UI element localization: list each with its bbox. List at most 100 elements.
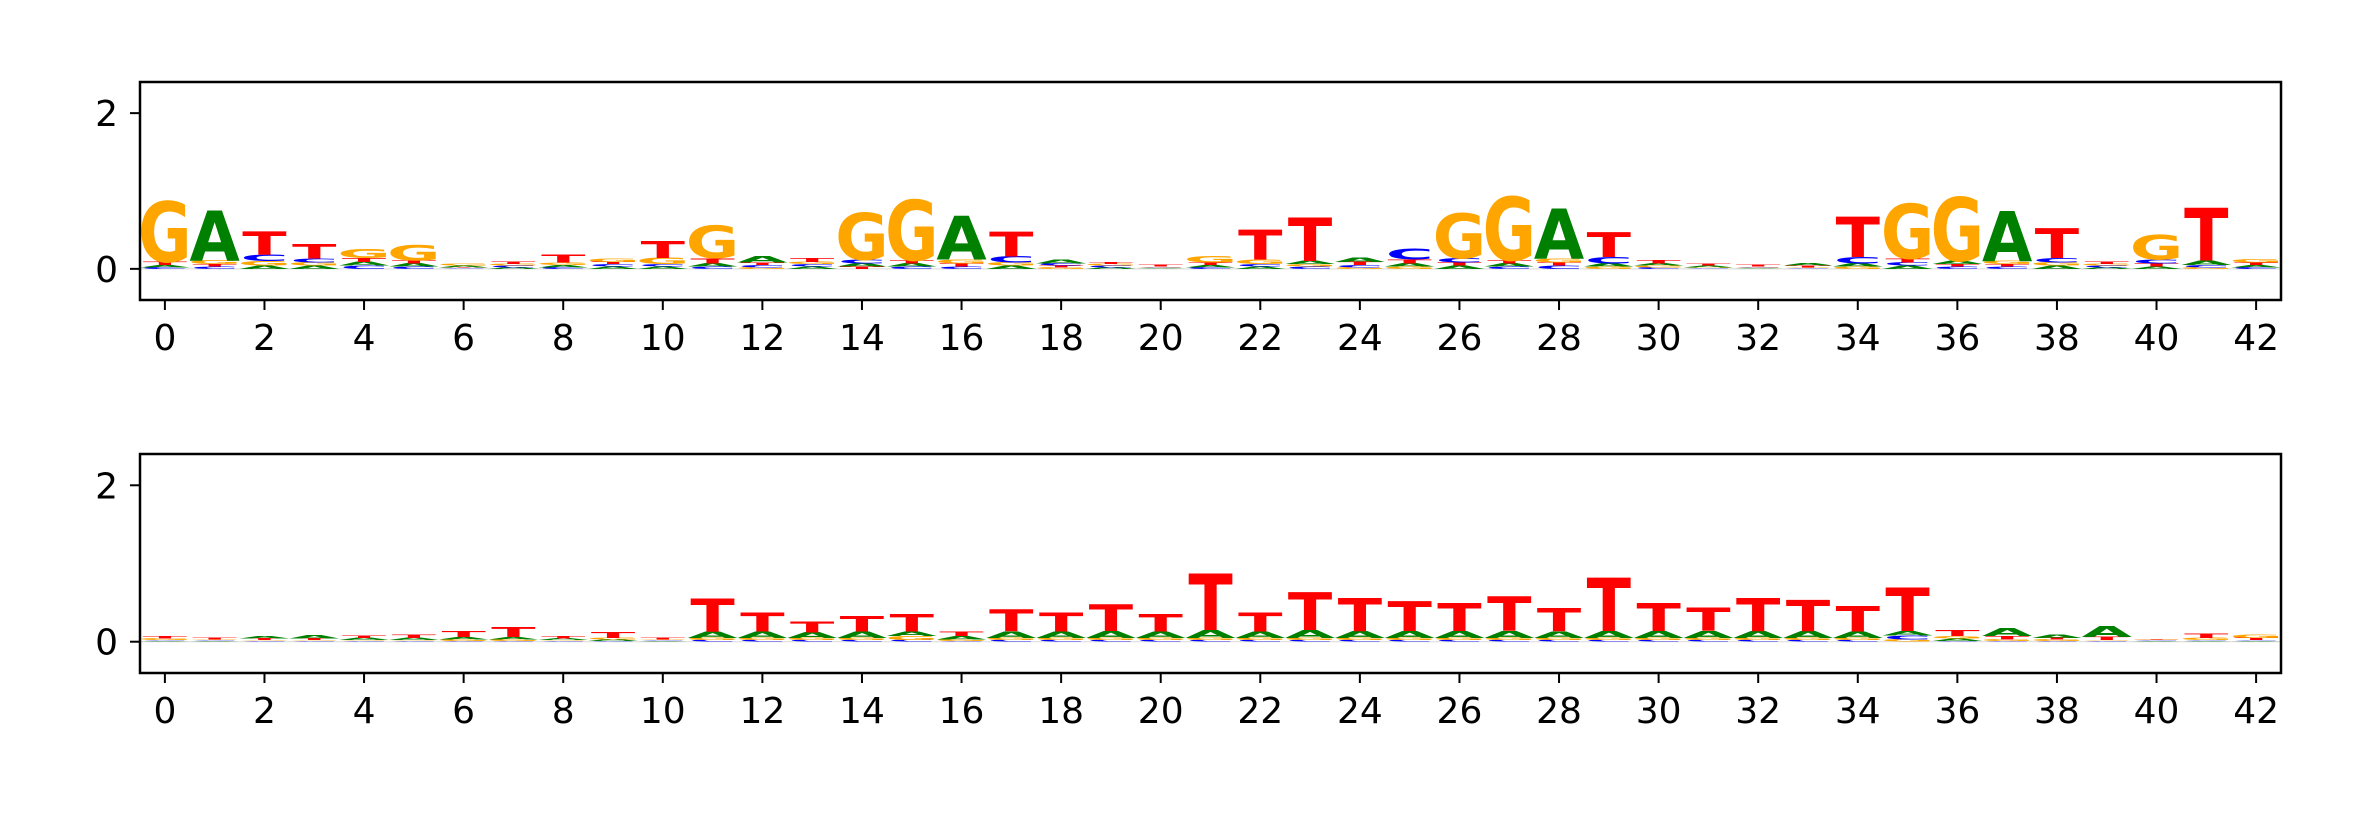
logo-letter-g: G [935, 258, 988, 264]
logo-letter-a: A [936, 635, 987, 640]
logo-letter-g: G [1732, 637, 1785, 641]
logo-letter-c: C [1336, 640, 1384, 643]
logo-letter-a: A [140, 641, 191, 642]
x-tick-label: 18 [1038, 691, 1084, 732]
logo-letter-t: T [392, 259, 437, 264]
logo-letter-t: T [1935, 629, 1980, 638]
logo-letter-c: C [1834, 255, 1882, 265]
logo-letter-g: G [2229, 259, 2282, 264]
logo-letter-t: T [1636, 259, 1681, 264]
logo-letter-a: A [1932, 638, 1983, 642]
logo-letter-t: T [1587, 226, 1632, 265]
logo-letter-t: T [591, 261, 636, 265]
logo-letter-c: C [1784, 268, 1832, 269]
logo-letter-a: A [140, 264, 191, 268]
logo-letter-t: T [1089, 598, 1133, 640]
x-tick-label: 40 [2134, 318, 2180, 359]
logo-letter-a: A [1385, 263, 1436, 268]
logo-letter-a: A [488, 267, 539, 270]
logo-letter-c: C [1436, 257, 1484, 264]
logo-letter-a: A [438, 265, 489, 268]
y-tick-label: 0 [95, 623, 118, 664]
logo-letter-c: C [1535, 265, 1583, 270]
logo-letter-a: A [538, 638, 589, 641]
logo-letter-c: C [1187, 640, 1235, 643]
logo-letter-c: C [2133, 640, 2181, 641]
logo-letter-c: C [1933, 641, 1981, 642]
logo-letter-t: T [1836, 207, 1880, 271]
logo-letter-c: C [1386, 246, 1434, 263]
logo-letter-a: A [986, 630, 1036, 640]
logo-letter-t: T [491, 261, 536, 265]
logo-letter-g: G [1682, 637, 1735, 641]
x-tick-label: 30 [1636, 691, 1682, 732]
logo-letter-c: C [1884, 634, 1932, 640]
logo-letter-t: T [193, 637, 238, 640]
logo-letter-t: T [441, 267, 486, 268]
logo-letter-t: T [342, 635, 387, 639]
logo-letter-c: C [390, 266, 438, 270]
logo-letter-c: C [1037, 640, 1085, 643]
logo-letter-t: T [1238, 608, 1283, 638]
logo-letter-g: G [1831, 266, 1884, 270]
logo-letter-a: A [2032, 634, 2083, 639]
logo-letter-c: C [2033, 641, 2081, 642]
logo-letter-a: A [438, 636, 489, 640]
logo-letter-a: A [737, 630, 787, 640]
logo-letter-a: A [1833, 263, 1884, 268]
logo-letter-c: C [1286, 266, 1334, 270]
x-tick-label: 34 [1835, 318, 1881, 359]
logo-letter-g: G [1582, 266, 1635, 270]
logo-letter-t: T [1487, 588, 1532, 643]
x-tick-label: 10 [640, 318, 686, 359]
logo-letter-c: C [2083, 641, 2131, 642]
logo-letter-g: G [2030, 639, 2083, 642]
x-tick-label: 16 [939, 318, 985, 359]
logo-letter-a: A [1335, 256, 1386, 263]
logo-letter-a: A [289, 265, 340, 270]
logo-letter-a: A [1683, 629, 1733, 640]
logo-letter-g: G [337, 246, 390, 261]
logo-letter-g: G [1184, 637, 1237, 641]
logo-letter-g: G [2130, 229, 2183, 268]
logo-letter-g: G [1084, 637, 1137, 641]
logo-letter-c: C [2133, 258, 2181, 264]
axes-frame [138, 80, 2283, 302]
logo-letter-g: G [1234, 637, 1287, 641]
logo-letter-g: G [1682, 267, 1735, 268]
logo-letter-t: T [790, 257, 835, 263]
x-tick-label: 10 [640, 691, 686, 732]
logo-letter-g: G [1931, 180, 1984, 282]
logo-letter-g: G [1433, 200, 1486, 272]
logo-letter-c: C [1983, 266, 2031, 270]
logo-letter-g: G [1831, 637, 1884, 641]
logo-letter-c: C [2182, 264, 2230, 268]
logo-letter-g: G [1931, 636, 1984, 640]
x-tick-label: 8 [552, 318, 575, 359]
logo-letter-t: T [1188, 262, 1233, 266]
x-tick-label: 34 [1835, 691, 1881, 732]
logo-letter-g: G [1333, 637, 1386, 641]
logo-letter-a: A [1484, 263, 1535, 268]
logo-letter-g: G [1034, 637, 1087, 641]
logo-letter-c: C [1983, 641, 2031, 642]
logo-letter-t: T [1736, 265, 1781, 268]
x-tick-label: 40 [2134, 691, 2180, 732]
logo-letter-t: T [541, 636, 586, 640]
logo-letter-a: A [538, 264, 589, 268]
x-tick-label: 28 [1536, 318, 1582, 359]
logo-letter-g: G [1184, 255, 1237, 265]
logo-letter-c: C [2182, 640, 2230, 641]
logo-letter-c: C [340, 265, 388, 270]
x-tick-label: 36 [1934, 318, 1980, 359]
logo-letter-a: A [1036, 630, 1086, 640]
logo-letter-c: C [938, 641, 986, 642]
logo-letter-g: G [1084, 264, 1137, 267]
logo-letter-g: G [985, 262, 1038, 267]
x-tick-label: 22 [1237, 691, 1283, 732]
logo-letter-t: T [1636, 595, 1681, 640]
logo-letter-t: T [143, 636, 188, 640]
logo-letter-g: G [586, 258, 639, 263]
logo-letter-a: A [837, 263, 888, 268]
